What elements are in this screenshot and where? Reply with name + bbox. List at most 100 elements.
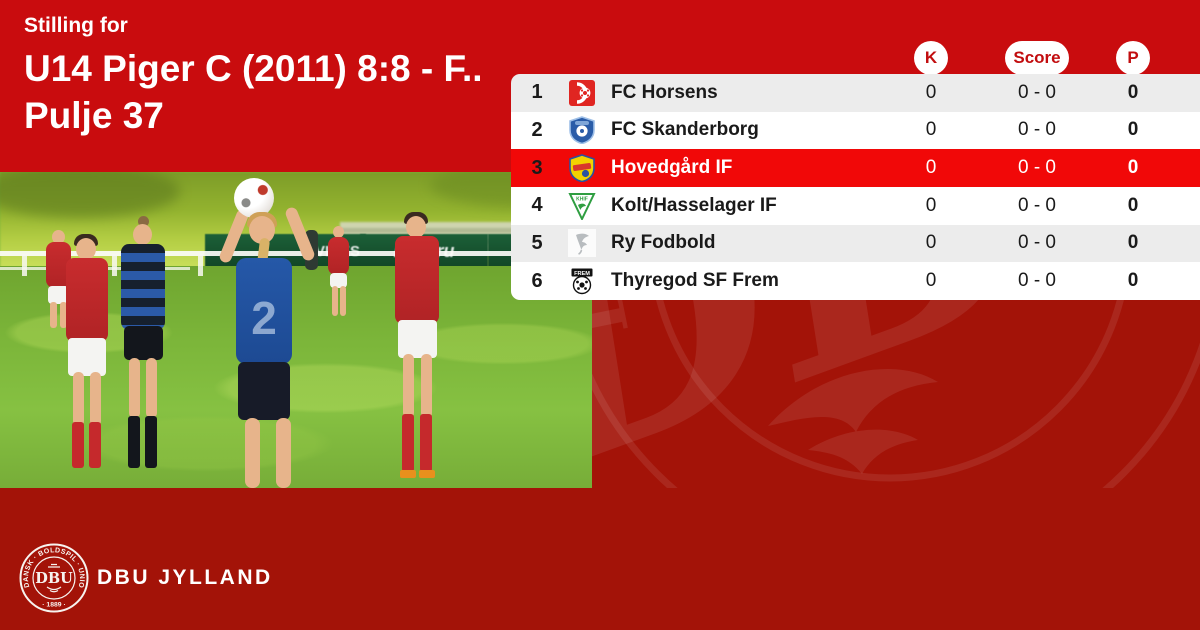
score-value: 0 - 0	[1017, 119, 1057, 141]
pool-subtitle: Pulje 37	[24, 95, 164, 137]
matches-value: 0	[925, 194, 937, 216]
player-distant-red	[340, 286, 346, 316]
points-value: 0	[1127, 119, 1139, 141]
page-title: U14 Piger C (2011) 8:8 - F..	[24, 48, 483, 89]
club-name: Thyregod SF Frem	[611, 270, 779, 292]
player-thrower	[238, 362, 290, 420]
points-value: 0	[1127, 232, 1139, 254]
player-distant-red	[333, 226, 344, 238]
matches-value: 0	[925, 232, 937, 254]
pretitle: Stilling for	[24, 14, 128, 37]
player-striped	[124, 326, 163, 360]
player-striped	[138, 216, 149, 227]
club-logo-ry-fodbold-icon	[566, 225, 598, 263]
player-distant-red	[52, 230, 65, 244]
points-value: 0	[1127, 157, 1139, 179]
player-red-left	[90, 372, 101, 426]
table-row: 2 FC Skanderborg 0 0 - 0 0	[511, 111, 1200, 150]
standings-table: 1 FC Horsens 0 0 - 0 0 2 FC Skanderborg …	[511, 74, 1200, 300]
club-name: FC Horsens	[611, 81, 718, 103]
score-value: 0 - 0	[1017, 194, 1057, 216]
table-row: 6 FREM Thyregod SF Frem 0 0 - 0 0	[511, 262, 1200, 300]
club-name: Kolt/Hasselager IF	[611, 194, 777, 216]
player-red-left	[73, 372, 84, 426]
player-striped	[129, 358, 140, 418]
position: 3	[531, 156, 543, 179]
position: 6	[531, 269, 543, 292]
points-value: 0	[1127, 194, 1139, 216]
club-name: Ry Fodbold	[611, 232, 716, 254]
player-striped	[121, 244, 165, 330]
club-name: Hovedgård IF	[611, 157, 733, 179]
player-distant-red	[48, 286, 69, 304]
svg-text:· 1889 ·: · 1889 ·	[42, 602, 65, 609]
club-logo-kolt-hasselager-icon: KHIF	[566, 187, 598, 225]
position: 5	[531, 231, 543, 254]
player-striped	[128, 416, 140, 468]
player-red-right	[419, 470, 435, 478]
matches-value: 0	[925, 81, 937, 103]
table-row: 1 FC Horsens 0 0 - 0 0	[511, 74, 1200, 112]
club-logo-hovedgaard-if-icon	[566, 149, 598, 187]
points-value: 0	[1127, 270, 1139, 292]
player-red-left	[68, 338, 106, 376]
player-distant-red	[328, 237, 349, 275]
player-distant-red	[50, 302, 57, 328]
player-striped	[146, 358, 157, 418]
position: 4	[531, 194, 543, 217]
player-red-left	[66, 258, 108, 342]
player-red-left	[89, 422, 101, 468]
jersey-number: 2	[251, 292, 277, 344]
player-red-right	[406, 216, 426, 238]
matches-value: 0	[925, 157, 937, 179]
score-value: 0 - 0	[1017, 157, 1057, 179]
club-logo-thyregod-frem-icon: FREM	[566, 262, 598, 300]
table-row: 4 KHIF Kolt/Hasselager IF 0 0 - 0 0	[511, 186, 1200, 225]
dbu-seal-icon: DANSK · BOLDSPIL · UNION DBU · 1889 ·	[18, 542, 89, 613]
player-distant-red	[60, 302, 67, 328]
matches-value: 0	[925, 119, 937, 141]
match-photo: VICES Balleru de	[0, 172, 592, 488]
photo-fence-rail	[0, 251, 592, 256]
soccer-ball	[234, 178, 274, 218]
player-red-right	[420, 414, 432, 472]
photo-fence-post	[198, 254, 203, 276]
table-row: 5 Ry Fodbold 0 0 - 0 0	[511, 224, 1200, 263]
score-value: 0 - 0	[1017, 81, 1057, 103]
player-striped	[133, 224, 152, 245]
points-value: 0	[1127, 81, 1139, 103]
photo-fence-post	[22, 254, 27, 276]
brand-name: DBU JYLLAND	[97, 566, 273, 589]
club-name: FC Skanderborg	[611, 119, 759, 141]
player-red-right	[395, 236, 439, 324]
player-red-left	[76, 238, 96, 260]
table-row-highlighted: 3 Hovedgård IF 0 0 - 0 0	[511, 149, 1200, 187]
title-block: Stilling for U14 Piger C (2011) 8:8 - F.…	[24, 14, 504, 137]
column-badge-p: P	[1116, 41, 1150, 75]
svg-text:FREM: FREM	[574, 271, 590, 277]
player-distant-red	[330, 273, 347, 288]
player-thrower: 2	[236, 258, 292, 364]
column-badge-k: K	[914, 41, 948, 75]
position: 1	[531, 81, 543, 104]
club-logo-fc-skanderborg-icon	[566, 112, 598, 150]
score-value: 0 - 0	[1017, 270, 1057, 292]
svg-text:KHIF: KHIF	[576, 196, 588, 202]
photo-fence-post	[112, 254, 117, 276]
svg-text:DBU: DBU	[35, 570, 73, 587]
player-thrower	[276, 418, 291, 488]
position: 2	[531, 118, 543, 141]
player-red-left	[72, 422, 84, 468]
player-red-right	[421, 354, 432, 418]
player-distant-red	[332, 286, 338, 316]
player-striped	[145, 416, 157, 468]
player-red-right	[403, 354, 414, 418]
column-badge-score: Score	[1005, 41, 1069, 75]
player-red-right	[400, 470, 416, 478]
matches-value: 0	[925, 270, 937, 292]
player-red-right	[398, 320, 437, 358]
player-red-right	[402, 414, 414, 472]
player-thrower	[245, 418, 260, 488]
score-value: 0 - 0	[1017, 232, 1057, 254]
